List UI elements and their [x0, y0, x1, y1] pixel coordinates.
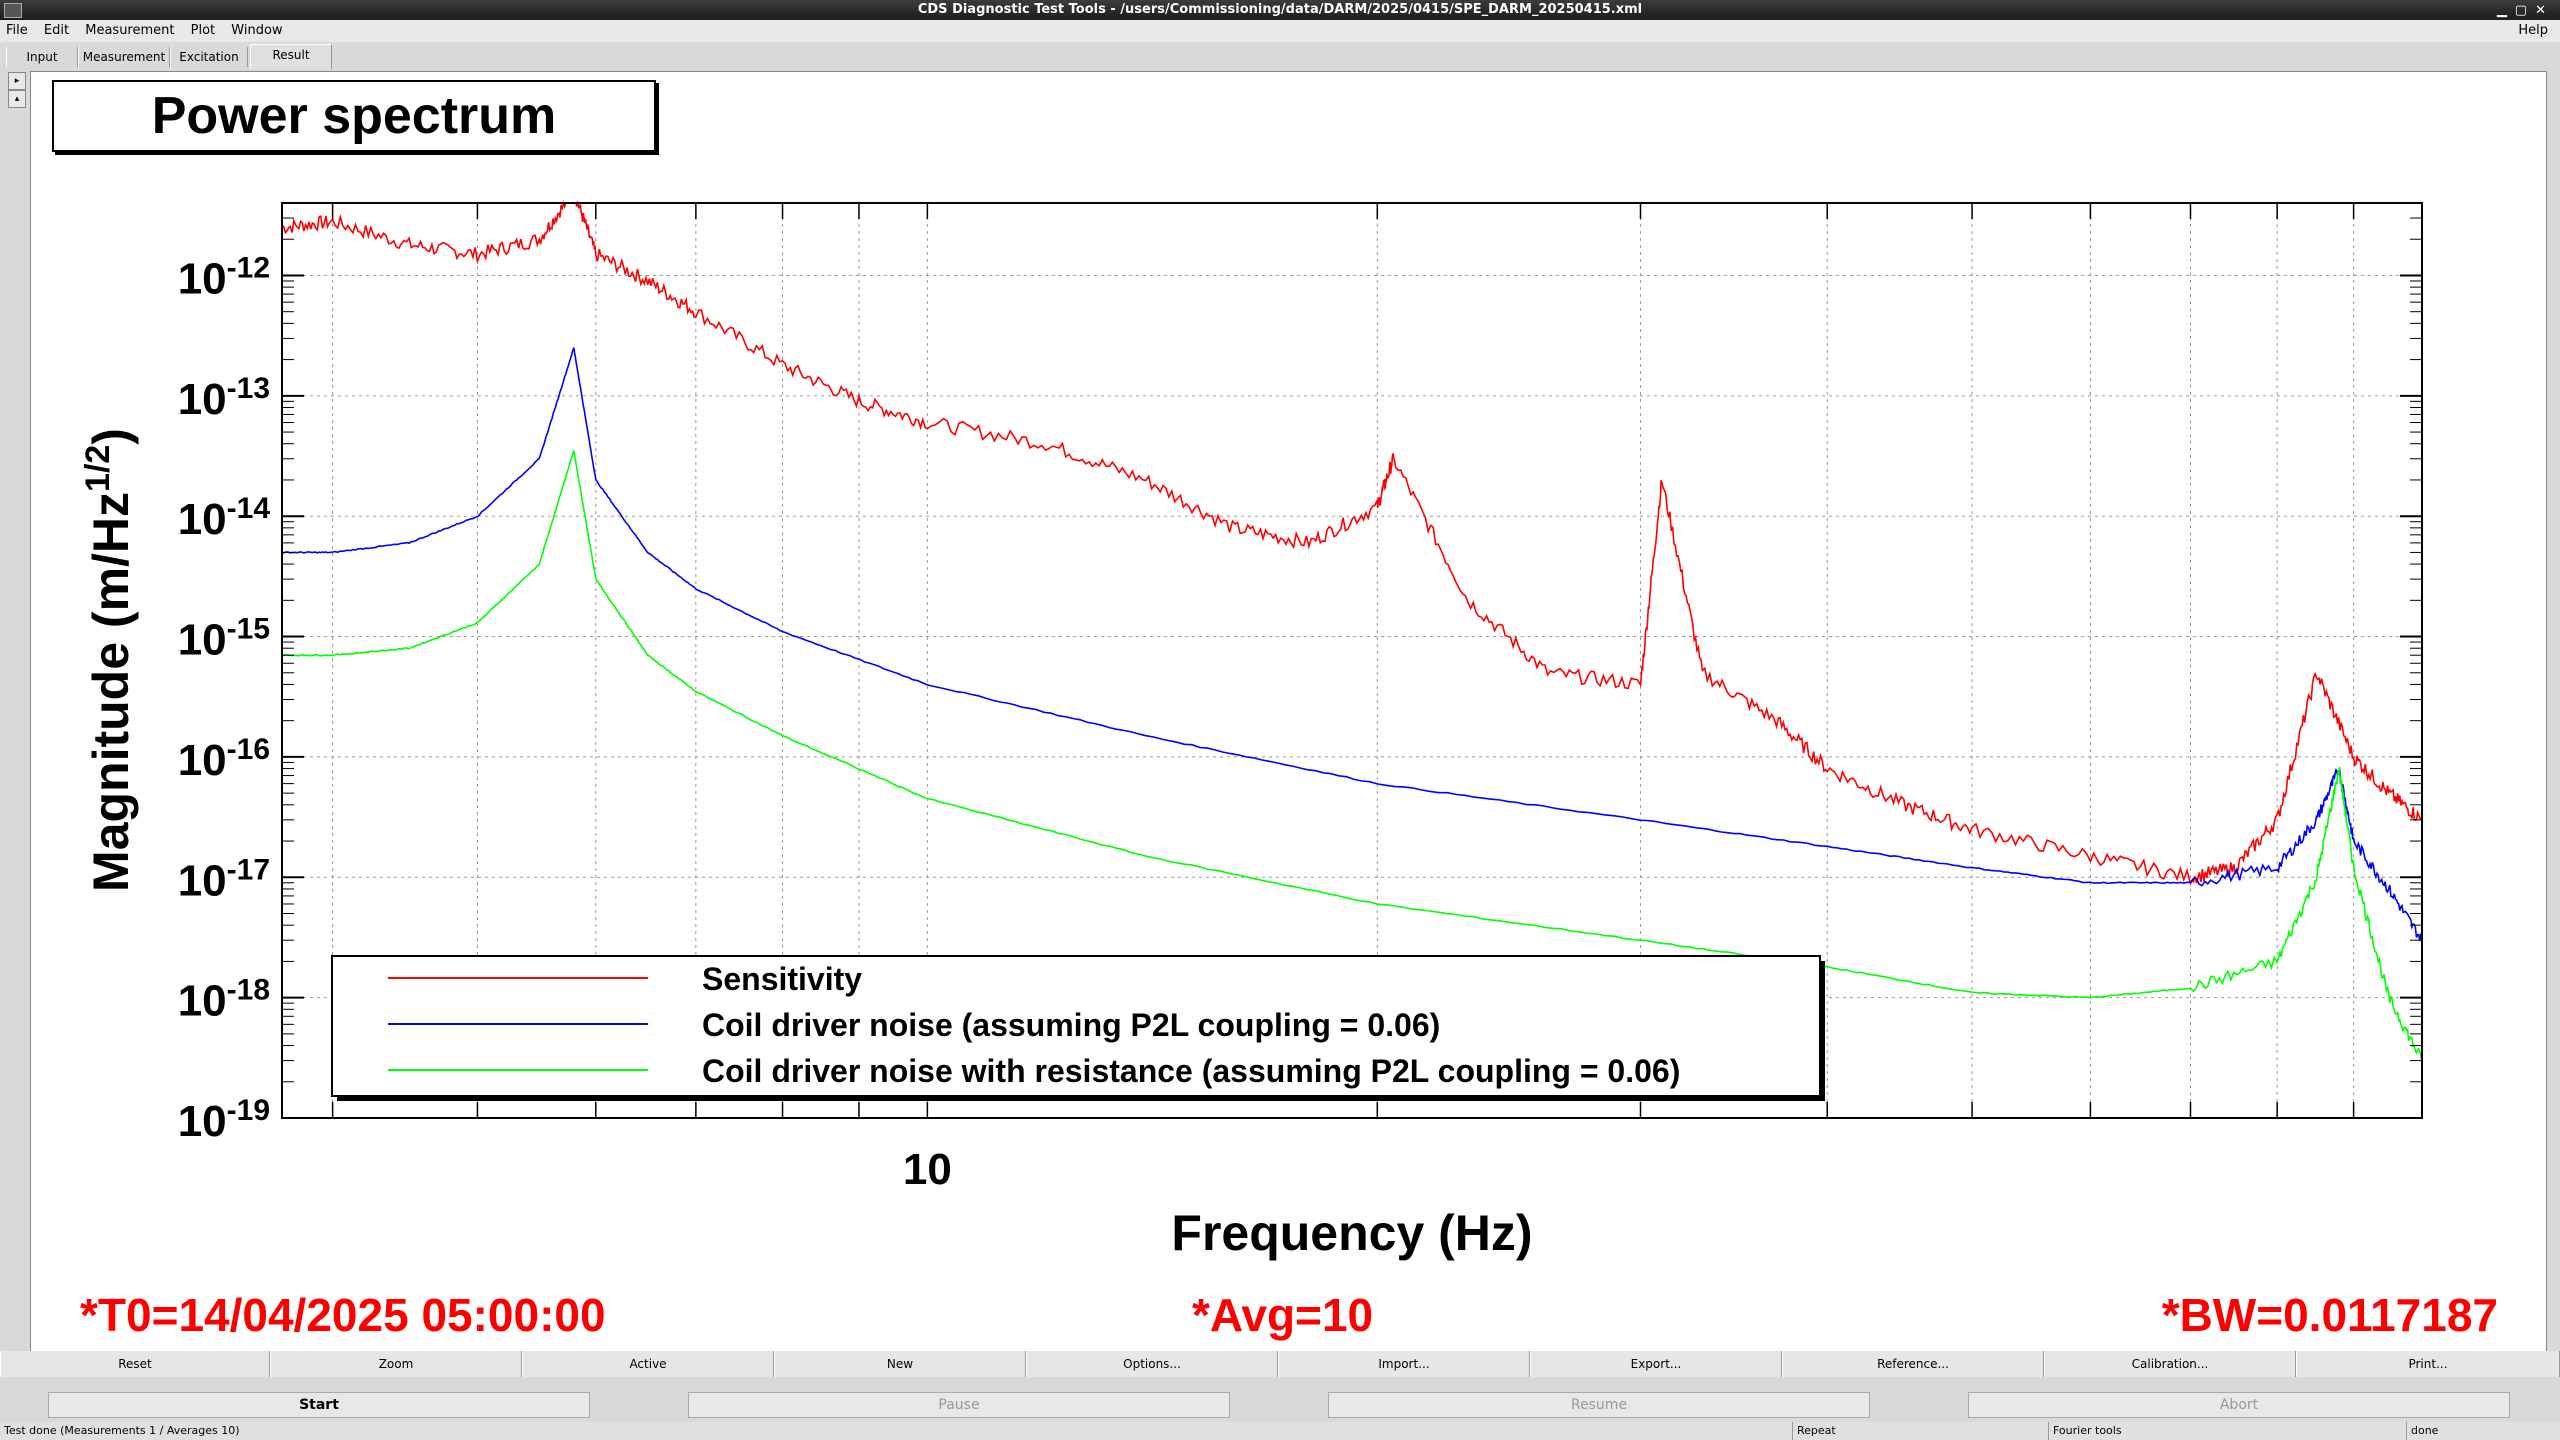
series-line-1	[281, 200, 2423, 886]
legend-label-2: Coil driver noise (assuming P2L coupling…	[702, 1007, 1440, 1043]
y-tick-label: 10-15	[178, 612, 270, 665]
y-tick-base: 10	[178, 977, 227, 1026]
menu-plot[interactable]: Plot	[190, 23, 216, 38]
run-controls: Start Pause Resume Abort	[0, 1392, 2560, 1420]
y-tick-exp: -12	[227, 251, 270, 284]
zoom-button[interactable]: Zoom	[270, 1351, 522, 1377]
menu-help[interactable]: Help	[2518, 23, 2548, 38]
chart-legend: Sensitivity Coil driver noise (assuming P…	[331, 955, 1825, 1101]
window-menu-icon[interactable]	[4, 3, 22, 18]
export-button[interactable]: Export...	[1530, 1351, 1782, 1377]
start-button[interactable]: Start	[48, 1392, 590, 1418]
y-tick-label: 10-13	[178, 371, 270, 424]
y-tick-exp: -14	[227, 492, 271, 525]
y-tick-base: 10	[178, 1097, 227, 1146]
menu-window[interactable]: Window	[231, 23, 283, 38]
t0-label: *T0=14/04/2025 05:00:00	[80, 1289, 606, 1341]
status-tool: Fourier tools	[2048, 1422, 2122, 1440]
x-axis-ticks: 10	[331, 203, 2355, 1194]
legend-box	[331, 955, 1821, 1097]
menubar: File Edit Measurement Plot Window Help	[0, 20, 2560, 42]
y-tick-exp: -13	[227, 371, 270, 404]
options-button[interactable]: Options...	[1026, 1351, 1278, 1377]
plot-title: Power spectrum	[52, 80, 656, 152]
abort-button[interactable]: Abort	[1968, 1392, 2510, 1418]
plot-canvas[interactable]	[30, 71, 2547, 1354]
avg-label: *Avg=10	[1192, 1289, 1374, 1341]
y-tick-exp: -18	[227, 973, 270, 1006]
new-button[interactable]: New	[774, 1351, 1026, 1377]
y-axis-label-end: )	[83, 428, 139, 445]
print-button[interactable]: Print...	[2296, 1351, 2560, 1377]
chart-grid	[282, 203, 2422, 1119]
y-tick-label: 10-14	[178, 492, 271, 545]
tab-input[interactable]: Input	[6, 47, 78, 67]
y-tick-label: 10-19	[178, 1094, 270, 1147]
tab-measurement[interactable]: Measurement	[78, 47, 170, 67]
chart-series	[281, 200, 2423, 1061]
status-bar: Test done (Measurements 1 / Averages 10)…	[0, 1422, 2560, 1440]
resume-button[interactable]: Resume	[1328, 1392, 1870, 1418]
y-axis-label: Magnitude (m/Hz1/2)	[79, 428, 139, 892]
menu-edit[interactable]: Edit	[43, 23, 70, 38]
legend-label-1: Sensitivity	[702, 961, 862, 997]
expand-arrow-icon[interactable]: ▸	[8, 72, 26, 90]
y-tick-base: 10	[178, 616, 227, 665]
y-tick-base: 10	[178, 254, 227, 303]
reference-button[interactable]: Reference...	[1782, 1351, 2044, 1377]
y-tick-label: 10-18	[178, 973, 270, 1026]
series-line-3	[281, 450, 2423, 1061]
status-state: done	[2406, 1422, 2438, 1440]
y-tick-label: 10-16	[178, 732, 270, 785]
y-tick-base: 10	[178, 736, 227, 785]
status-message: Test done (Measurements 1 / Averages 10)	[4, 1424, 240, 1437]
tab-bar: Input Measurement Excitation Result	[0, 44, 2560, 69]
y-tick-exp: -15	[227, 612, 270, 645]
tab-excitation[interactable]: Excitation	[170, 47, 248, 67]
pause-button[interactable]: Pause	[688, 1392, 1230, 1418]
y-tick-base: 10	[178, 495, 227, 544]
legend-label-3: Coil driver noise with resistance (assum…	[702, 1053, 1680, 1089]
import-button[interactable]: Import...	[1278, 1351, 1530, 1377]
series-line-2	[281, 347, 2423, 942]
menu-measurement[interactable]: Measurement	[85, 23, 175, 38]
y-tick-label: 10-12	[178, 251, 270, 304]
window-title: CDS Diagnostic Test Tools - /users/Commi…	[917, 2, 1643, 17]
y-tick-exp: -17	[227, 853, 270, 886]
x-tick-label: 10	[903, 1145, 952, 1194]
plot-frame	[281, 202, 2423, 1119]
status-repeat: Repeat	[1792, 1422, 1836, 1440]
menu-file[interactable]: File	[6, 23, 28, 38]
reset-button[interactable]: Reset	[0, 1351, 270, 1377]
y-tick-exp: -19	[227, 1094, 270, 1127]
y-tick-base: 10	[178, 856, 227, 905]
scroll-up-icon[interactable]: ▴	[8, 90, 26, 108]
bw-label: *BW=0.0117187	[2161, 1289, 2498, 1341]
y-tick-label: 10-17	[178, 853, 270, 906]
window-titlebar: CDS Diagnostic Test Tools - /users/Commi…	[0, 0, 2560, 20]
calibration-button[interactable]: Calibration...	[2044, 1351, 2296, 1377]
plot-toolbar: Reset Zoom Active New Options... Import.…	[0, 1351, 2560, 1379]
y-axis-label-main: Magnitude (m/Hz	[83, 492, 139, 892]
y-tick-base: 10	[178, 375, 227, 424]
window-controls-icon[interactable]: ▁▢✕	[2496, 3, 2554, 18]
tab-result[interactable]: Result	[250, 44, 332, 69]
y-tick-exp: -16	[227, 732, 270, 765]
x-axis-label: Frequency (Hz)	[1171, 1205, 1532, 1261]
active-button[interactable]: Active	[522, 1351, 774, 1377]
y-axis-label-sup: 1/2	[79, 445, 117, 492]
